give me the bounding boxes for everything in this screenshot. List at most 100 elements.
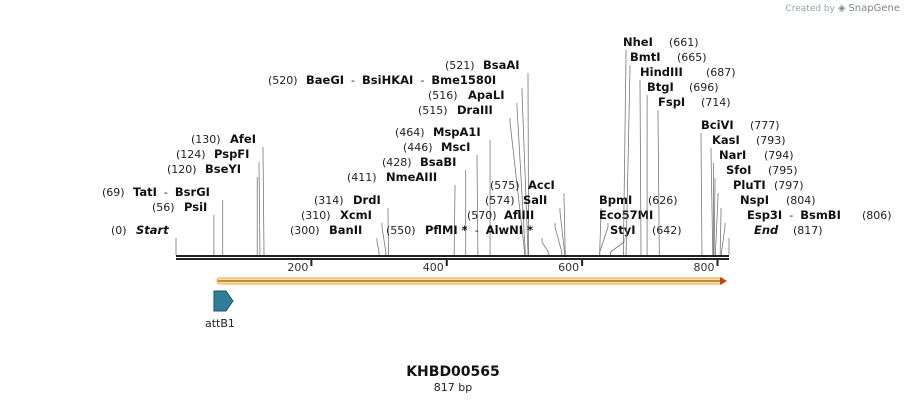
- enzyme-separator: -: [164, 186, 168, 199]
- site-leader-line: [559, 208, 565, 255]
- site-leader-line: [715, 193, 719, 255]
- plasmid-name: KHBD00565: [406, 364, 500, 380]
- enzyme-label: XcmI: [340, 208, 372, 222]
- snapgene-credit: Created by ◈ SnapGene: [785, 3, 900, 14]
- site-leader-line: [381, 223, 387, 255]
- enzyme-label: PsiI: [184, 200, 207, 214]
- enzyme-separator: -: [420, 74, 424, 87]
- enzyme-label: BtgI: [647, 80, 674, 94]
- site-position-label: (69): [102, 186, 125, 199]
- site-leader-line: [713, 178, 716, 255]
- site-position-label: (797): [774, 179, 804, 192]
- site-position-label: (550): [386, 224, 416, 237]
- site-leader-line: [476, 155, 479, 255]
- site-position-label: (806): [862, 209, 892, 222]
- site-position-label: (687): [706, 66, 736, 79]
- enzyme-label: NheI: [623, 35, 653, 49]
- site-position-label: (661): [669, 36, 699, 49]
- enzyme-label: AccI: [528, 178, 555, 192]
- site-leader-line: [516, 103, 526, 255]
- enzyme-label: BanII: [329, 223, 362, 237]
- site-position-label: (56): [152, 201, 175, 214]
- site-leader-line: [657, 110, 660, 255]
- site-leader-line: [625, 65, 631, 255]
- site-leader-line: [563, 193, 566, 255]
- enzyme-label: BsaBI: [420, 155, 456, 169]
- orf-arrow-head: [720, 277, 727, 285]
- site-leader-line: [376, 238, 380, 255]
- enzyme-label: BsaAI: [483, 58, 520, 72]
- site-position-label: (428): [382, 156, 412, 169]
- site-position-label: (817): [793, 224, 823, 237]
- site-position-label: (130): [191, 133, 221, 146]
- enzyme-label: BsiHKAI: [362, 73, 413, 87]
- site-leader-line: [387, 208, 389, 255]
- enzyme-label: BmtI: [630, 50, 661, 64]
- enzyme-label: AlwNI *: [486, 223, 533, 237]
- enzyme-label: SalI: [523, 193, 547, 207]
- enzyme-label: Start: [136, 223, 169, 237]
- site-position-label: (795): [768, 164, 798, 177]
- site-position-label: (520): [268, 74, 298, 87]
- site-position-label: (314): [314, 194, 344, 207]
- attB1-feature-label: attB1: [205, 317, 235, 330]
- snapgene-logo-icon: ◈: [837, 3, 846, 14]
- enzyme-label: BsmBI: [800, 208, 841, 222]
- site-position-label: (642): [652, 224, 682, 237]
- site-position-label: (794): [764, 149, 794, 162]
- enzyme-separator: -: [351, 74, 355, 87]
- enzyme-label: Bme1580I: [431, 73, 496, 87]
- site-leader-line: [527, 73, 530, 255]
- enzyme-label: Eco57MI: [599, 208, 653, 222]
- site-position-label: (521): [445, 59, 475, 72]
- ruler-tick-label: 600: [558, 261, 579, 274]
- enzyme-label: HindIII: [640, 65, 683, 79]
- site-leader-line: [258, 162, 261, 255]
- enzyme-label: DraIII: [457, 103, 493, 117]
- ruler-tick-label: 800: [693, 261, 714, 274]
- site-position-label: (574): [485, 194, 515, 207]
- site-position-label: (575): [490, 179, 520, 192]
- site-position-label: (120): [167, 163, 197, 176]
- site-position-label: (300): [290, 224, 320, 237]
- enzyme-label: BciVI: [701, 118, 734, 132]
- site-position-label: (310): [301, 209, 331, 222]
- site-leader-line: [710, 148, 714, 255]
- site-position-label: (793): [756, 134, 786, 147]
- credit-brand: SnapGene: [848, 3, 900, 14]
- plasmid-length: 817 bp: [433, 381, 473, 394]
- enzyme-label: AflIII: [504, 208, 534, 222]
- site-leader-line: [453, 185, 456, 255]
- site-leader-line: [610, 238, 625, 255]
- enzyme-label: TatI: [133, 185, 157, 199]
- enzyme-label: AfeI: [230, 132, 256, 146]
- enzyme-label: MspA1I: [433, 125, 481, 139]
- enzyme-label: KasI: [712, 133, 740, 147]
- site-leader-line: [509, 118, 525, 255]
- site-leader-line: [623, 50, 627, 255]
- ruler-tick-label: 400: [423, 261, 444, 274]
- site-leader-line: [521, 88, 529, 255]
- site-position-label: (626): [648, 194, 678, 207]
- enzyme-label: End: [754, 223, 779, 237]
- site-position-label: (446): [403, 141, 433, 154]
- enzyme-label: NarI: [719, 148, 746, 162]
- site-position-label: (714): [701, 96, 731, 109]
- enzyme-label: DrdI: [353, 193, 381, 207]
- enzyme-label: BseYI: [205, 162, 241, 176]
- site-position-label: (665): [677, 51, 707, 64]
- site-position-label: (570): [467, 209, 497, 222]
- site-position-label: (0): [111, 224, 127, 237]
- site-position-label: (516): [428, 89, 458, 102]
- enzyme-separator: -: [475, 224, 479, 237]
- site-leader-line: [554, 223, 563, 255]
- attB1-feature-arrow: [213, 290, 234, 312]
- site-position-label: (515): [418, 104, 448, 117]
- enzyme-label: Esp3I: [747, 208, 782, 222]
- site-position-label: (411): [347, 171, 377, 184]
- enzyme-label: BsrGI: [175, 185, 210, 199]
- site-leader-line: [639, 80, 642, 255]
- site-position-label: (124): [176, 148, 206, 161]
- enzyme-label: BaeGI: [306, 73, 344, 87]
